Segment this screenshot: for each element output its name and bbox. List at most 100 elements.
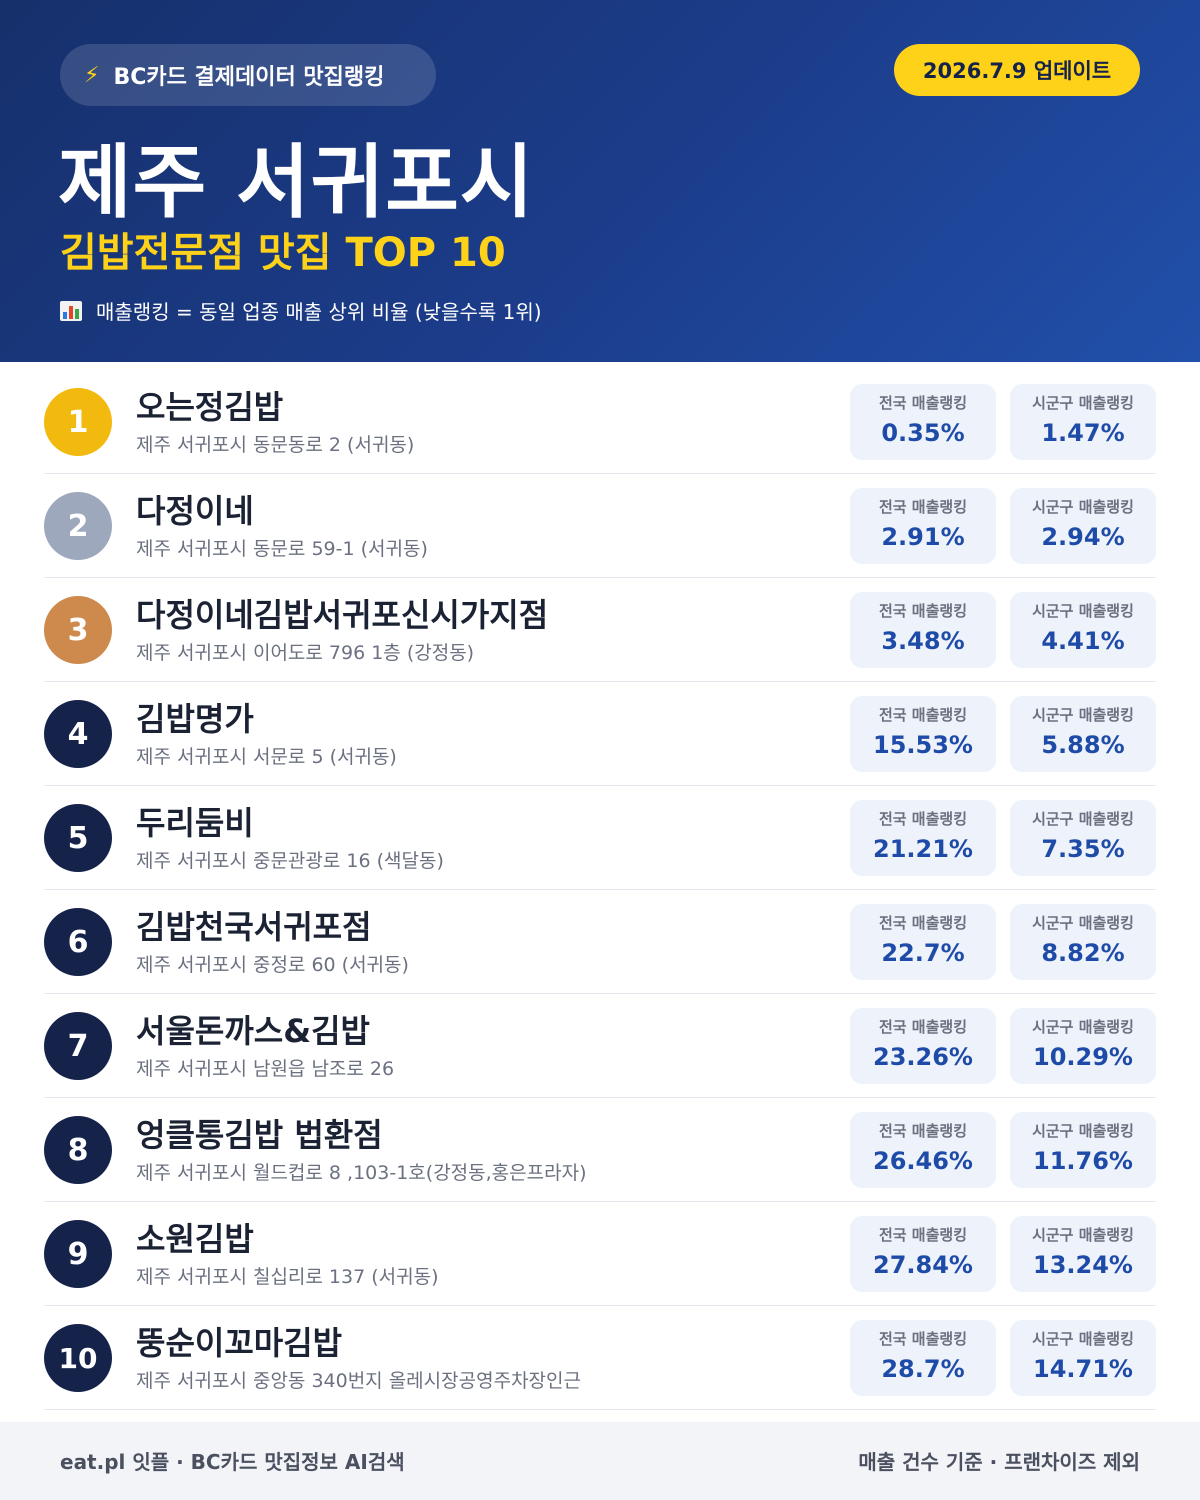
bar-chart-icon [60,300,82,321]
rank-badge: 9 [44,1220,112,1288]
restaurant-name[interactable]: 엉클통김밥 법환점 [136,1116,383,1154]
restaurant-address: 제주 서귀포시 동문동로 2 (서귀동) [136,434,415,456]
restaurant-name[interactable]: 다정이네 [136,492,254,530]
rank-badge: 1 [44,388,112,456]
restaurant-row[interactable]: 7 서울돈까스&김밥 제주 서귀포시 남원읍 남조로 26 전국 매출랭킹 23.26%… [44,994,1156,1098]
regional-rank-value: 7.35% [1041,835,1125,863]
regional-rank-value: 4.41% [1041,627,1125,655]
regional-rank-box: 시군구 매출랭킹 1.47% [1010,384,1156,460]
restaurant-name[interactable]: 다정이네김밥서귀포신시가지점 [136,596,549,634]
regional-rank-box: 시군구 매출랭킹 8.82% [1010,904,1156,980]
national-rank-box: 전국 매출랭킹 15.53% [850,696,996,772]
restaurant-name[interactable]: 소원김밥 [136,1220,254,1258]
regional-rank-label: 시군구 매출랭킹 [1032,1226,1134,1244]
restaurant-address: 제주 서귀포시 중앙동 340번지 올레시장공영주차장인근 [136,1370,581,1392]
source-label: BC카드 결제데이터 맛집랭킹 [113,65,385,90]
regional-rank-label: 시군구 매출랭킹 [1032,914,1134,932]
restaurant-name[interactable]: 뚱순이꼬마김밥 [136,1324,343,1362]
restaurant-name[interactable]: 김밥천국서귀포점 [136,908,372,946]
regional-rank-value: 2.94% [1041,523,1125,551]
restaurant-name[interactable]: 김밥명가 [136,700,254,738]
national-rank-box: 전국 매출랭킹 28.7% [850,1320,996,1396]
regional-rank-label: 시군구 매출랭킹 [1032,498,1134,516]
national-rank-box: 전국 매출랭킹 26.46% [850,1112,996,1188]
national-rank-label: 전국 매출랭킹 [878,810,968,828]
national-rank-label: 전국 매출랭킹 [878,498,968,516]
source-pill: ⚡ BC카드 결제데이터 맛집랭킹 [60,44,436,106]
regional-rank-box: 시군구 매출랭킹 10.29% [1010,1008,1156,1084]
update-badge: 2026.7.9 업데이트 [894,44,1140,96]
regional-rank-box: 시군구 매출랭킹 7.35% [1010,800,1156,876]
national-rank-value: 0.35% [881,419,965,447]
regional-rank-label: 시군구 매출랭킹 [1032,810,1134,828]
regional-rank-label: 시군구 매출랭킹 [1032,1018,1134,1036]
restaurant-row[interactable]: 9 소원김밥 제주 서귀포시 칠십리로 137 (서귀동) 전국 매출랭킹 27.84%… [44,1202,1156,1306]
rank-badge: 3 [44,596,112,664]
national-rank-box: 전국 매출랭킹 27.84% [850,1216,996,1292]
ranking-note-text: 매출랭킹 = 동일 업종 매출 상위 비율 (낮을수록 1위) [96,300,542,324]
rank-badge: 5 [44,804,112,872]
national-rank-box: 전국 매출랭킹 3.48% [850,592,996,668]
national-rank-value: 23.26% [873,1043,973,1071]
national-rank-value: 21.21% [873,835,973,863]
regional-rank-value: 14.71% [1033,1355,1133,1383]
national-rank-box: 전국 매출랭킹 0.35% [850,384,996,460]
footer-source: eat.pl 잇플 · BC카드 맛집정보 AI검색 [60,1450,405,1474]
national-rank-label: 전국 매출랭킹 [878,394,968,412]
regional-rank-label: 시군구 매출랭킹 [1032,1122,1134,1140]
rank-badge: 6 [44,908,112,976]
regional-rank-box: 시군구 매출랭킹 14.71% [1010,1320,1156,1396]
regional-rank-label: 시군구 매출랭킹 [1032,394,1134,412]
national-rank-label: 전국 매출랭킹 [878,1122,968,1140]
regional-rank-value: 1.47% [1041,419,1125,447]
restaurant-name[interactable]: 서울돈까스&김밥 [136,1012,370,1050]
restaurant-address: 제주 서귀포시 월드컵로 8 ,103-1호(강정동,홍은프라자) [136,1162,587,1184]
restaurant-name[interactable]: 오는정김밥 [136,388,284,426]
national-rank-label: 전국 매출랭킹 [878,1226,968,1244]
footer-criteria: 매출 건수 기준 · 프랜차이즈 제외 [858,1450,1140,1474]
national-rank-value: 27.84% [873,1251,973,1279]
restaurant-row[interactable]: 2 다정이네 제주 서귀포시 동문로 59-1 (서귀동) 전국 매출랭킹 2.91% 시… [44,474,1156,578]
regional-rank-box: 시군구 매출랭킹 5.88% [1010,696,1156,772]
rank-badge: 10 [44,1324,112,1392]
rank-badge: 4 [44,700,112,768]
national-rank-box: 전국 매출랭킹 23.26% [850,1008,996,1084]
regional-rank-value: 11.76% [1033,1147,1133,1175]
national-rank-value: 3.48% [881,627,965,655]
national-rank-label: 전국 매출랭킹 [878,1330,968,1348]
rank-badge: 7 [44,1012,112,1080]
national-rank-label: 전국 매출랭킹 [878,914,968,932]
rank-badge: 8 [44,1116,112,1184]
restaurant-row[interactable]: 3 다정이네김밥서귀포신시가지점 제주 서귀포시 이어도로 796 1층 (강정동)… [44,578,1156,682]
footer: eat.pl 잇플 · BC카드 맛집정보 AI검색 매출 건수 기준 · 프랜… [0,1422,1200,1500]
restaurant-address: 제주 서귀포시 중정로 60 (서귀동) [136,954,409,976]
regional-rank-value: 13.24% [1033,1251,1133,1279]
category-subtitle: 김밥전문점 맛집 TOP 10 [60,230,506,276]
national-rank-value: 15.53% [873,731,973,759]
restaurant-address: 제주 서귀포시 중문관광로 16 (색달동) [136,850,444,872]
national-rank-box: 전국 매출랭킹 21.21% [850,800,996,876]
regional-rank-label: 시군구 매출랭킹 [1032,602,1134,620]
regional-rank-value: 10.29% [1033,1043,1133,1071]
regional-rank-box: 시군구 매출랭킹 13.24% [1010,1216,1156,1292]
restaurant-address: 제주 서귀포시 동문로 59-1 (서귀동) [136,538,428,560]
national-rank-box: 전국 매출랭킹 22.7% [850,904,996,980]
national-rank-value: 26.46% [873,1147,973,1175]
restaurant-name[interactable]: 두리둠비 [136,804,254,842]
national-rank-label: 전국 매출랭킹 [878,706,968,724]
restaurant-row[interactable]: 4 김밥명가 제주 서귀포시 서문로 5 (서귀동) 전국 매출랭킹 15.53% 시군구… [44,682,1156,786]
regional-rank-box: 시군구 매출랭킹 4.41% [1010,592,1156,668]
header-banner: ⚡ BC카드 결제데이터 맛집랭킹 2026.7.9 업데이트 제주 서귀포시 … [0,0,1200,362]
ranking-note: 매출랭킹 = 동일 업종 매출 상위 비율 (낮을수록 1위) [60,296,542,325]
regional-rank-value: 5.88% [1041,731,1125,759]
national-rank-box: 전국 매출랭킹 2.91% [850,488,996,564]
national-rank-value: 22.7% [881,939,965,967]
national-rank-value: 28.7% [881,1355,965,1383]
regional-rank-value: 8.82% [1041,939,1125,967]
